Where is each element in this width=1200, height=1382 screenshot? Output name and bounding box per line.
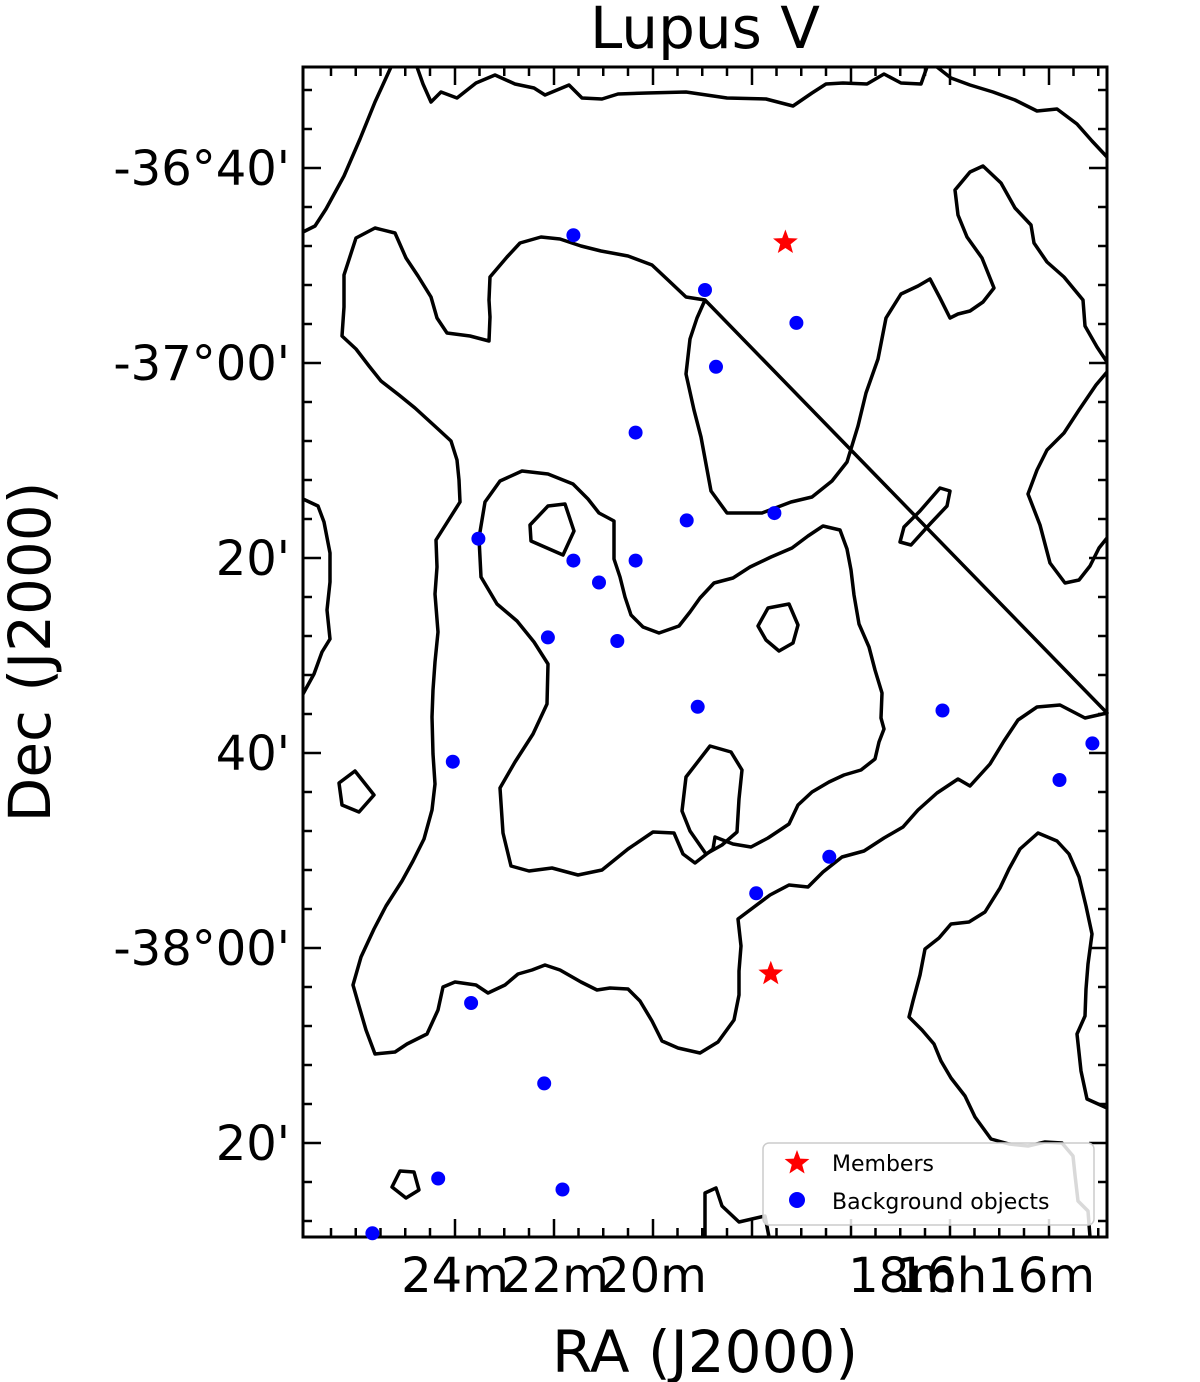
chart-title: Lupus V (590, 0, 820, 62)
background-point-8 (610, 634, 625, 648)
y-tick-label-1: -37°00' (113, 336, 290, 392)
contour-bottom-blob (390, 1169, 421, 1200)
background-point-4 (471, 531, 486, 546)
contour-lower-loop (680, 744, 744, 856)
series-background-objects (365, 228, 1100, 1241)
y-tick-label-3: 40' (216, 726, 290, 782)
contour-right-loop (756, 602, 800, 653)
member-star-3 (758, 960, 784, 985)
x-tick-label-2: 20m (599, 1248, 707, 1304)
contour-inner-hole (477, 469, 886, 877)
background-point-0 (566, 228, 581, 243)
legend-label-members: Members (832, 1152, 934, 1177)
background-point-11 (935, 703, 950, 718)
background-point-20 (464, 996, 479, 1010)
background-point-23 (555, 1182, 570, 1197)
background-point-5 (592, 575, 606, 590)
series-members (758, 229, 798, 985)
x-axis-label: RA (J2000) (552, 1318, 858, 1382)
background-point-1 (709, 359, 723, 374)
member-star-0 (773, 229, 798, 253)
contour-small-left (337, 769, 376, 814)
background-point-15 (749, 886, 764, 901)
contour-small-loop (528, 502, 576, 557)
background-point-16 (566, 553, 581, 568)
background-point-14 (822, 849, 837, 864)
legend-circle-marker (789, 1192, 805, 1208)
background-point-2 (698, 283, 712, 297)
y-tick-label-5: 20' (216, 1116, 290, 1172)
background-point-24 (365, 1226, 380, 1241)
legend-star-marker (784, 1150, 810, 1174)
x-tick-label-4: 16h16m (896, 1248, 1095, 1304)
y-tick-label-0: -36°40' (113, 141, 290, 197)
background-point-19 (445, 754, 460, 769)
background-point-6 (679, 513, 694, 528)
background-point-7 (767, 506, 782, 521)
background-point-18 (1052, 773, 1067, 787)
legend-label-background: Background objects (832, 1190, 1050, 1215)
contour-slit (898, 486, 952, 547)
background-point-17 (540, 630, 555, 645)
background-point-9 (789, 315, 804, 330)
y-axis-label: Dec (J2000) (0, 482, 64, 823)
contour-main-cloud (340, 164, 1109, 1056)
x-tick-label-3: 18m (848, 1248, 956, 1304)
x-tick-label-0: 24m (401, 1248, 509, 1304)
background-point-10 (690, 699, 705, 714)
background-point-3 (628, 425, 643, 440)
y-tick-label-4: -38°00' (113, 921, 290, 977)
legend: Members Background objects (762, 1142, 1095, 1226)
background-point-13 (1085, 736, 1100, 751)
axis-ticks (303, 67, 1107, 1237)
contour-left-edge (301, 497, 332, 695)
background-point-21 (537, 1076, 552, 1091)
background-point-22 (431, 1171, 446, 1186)
x-tick-label-1: 22m (501, 1248, 609, 1304)
background-point-12 (628, 553, 643, 568)
legend-box (762, 1142, 1095, 1226)
contour-top-band (302, 65, 1109, 234)
plot-frame (301, 65, 1109, 1239)
y-tick-label-2: 20' (216, 531, 290, 587)
